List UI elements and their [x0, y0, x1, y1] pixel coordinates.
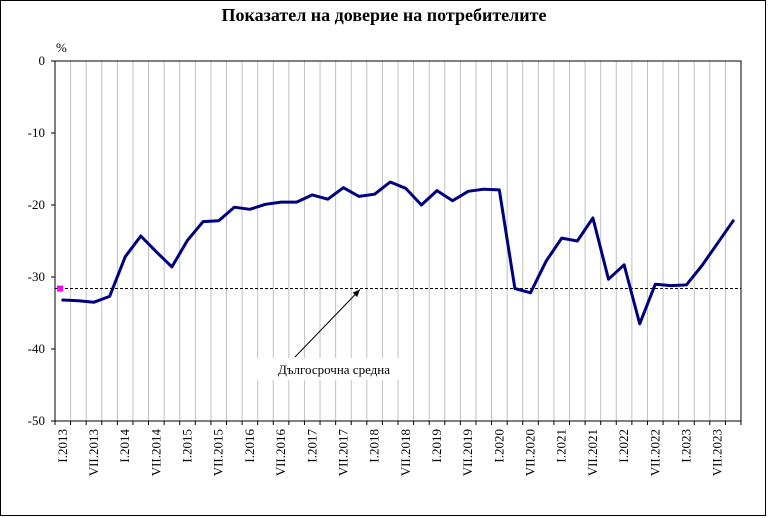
- long-term-average-marker: [57, 285, 63, 292]
- data-point: [638, 322, 641, 325]
- x-tick-label: VII.2022: [647, 429, 662, 476]
- data-point: [279, 200, 283, 204]
- data-point: [404, 187, 407, 190]
- x-tick-label: VII.2013: [86, 429, 101, 476]
- data-point: [342, 186, 345, 189]
- data-point: [513, 287, 517, 290]
- x-tick-label: I.2018: [367, 429, 382, 463]
- y-tick-label: -40: [28, 341, 45, 356]
- data-point: [607, 277, 610, 281]
- data-point: [311, 193, 314, 197]
- data-point: [186, 239, 189, 242]
- x-tick-label: I.2023: [678, 429, 693, 463]
- data-point: [108, 295, 111, 298]
- x-tick-label: I.2013: [55, 429, 70, 463]
- annotation-arrow: [294, 289, 361, 358]
- x-tick-label: VII.2018: [398, 429, 413, 476]
- x-tick-label: VII.2015: [211, 429, 226, 476]
- data-point: [357, 195, 361, 198]
- data-point: [654, 283, 657, 286]
- data-point: [716, 241, 719, 245]
- data-point: [92, 301, 96, 304]
- data-point: [201, 220, 205, 223]
- data-point: [498, 188, 501, 192]
- data-point: [123, 255, 127, 259]
- data-point: [61, 298, 64, 302]
- data-point: [622, 263, 626, 266]
- y-tick-label: -20: [28, 197, 45, 212]
- x-tick-label: I.2016: [242, 429, 257, 463]
- data-point: [544, 259, 548, 263]
- y-tick-label: -10: [28, 125, 45, 140]
- y-tick-label: -50: [28, 413, 45, 428]
- x-tick-label: VII.2014: [148, 429, 163, 477]
- x-tick-label: VII.2019: [460, 429, 475, 476]
- data-point: [700, 264, 704, 267]
- data-point: [139, 234, 142, 238]
- data-point: [560, 236, 563, 240]
- chart-title: Показател на доверие на потребителите: [221, 5, 547, 25]
- data-point: [420, 203, 423, 207]
- data-point: [389, 180, 392, 184]
- y-tick-label: -30: [28, 269, 45, 284]
- data-point: [217, 219, 220, 223]
- data-point: [295, 200, 298, 204]
- data-point: [466, 190, 470, 193]
- x-tick-label: I.2021: [554, 429, 569, 463]
- data-point: [264, 203, 267, 206]
- data-point: [591, 216, 595, 220]
- data-point: [170, 265, 174, 269]
- data-point: [155, 250, 158, 253]
- data-point: [732, 219, 735, 223]
- data-point: [529, 291, 532, 295]
- data-point: [576, 239, 579, 243]
- annotation-label: Дългосрочна средна: [278, 362, 390, 377]
- x-tick-label: VII.2017: [335, 429, 350, 477]
- x-tick-label: I.2020: [491, 429, 506, 463]
- data-point: [248, 208, 252, 211]
- annotation-arrowhead: [352, 289, 361, 297]
- x-tick-label: I.2019: [429, 429, 444, 463]
- y-unit-label: %: [56, 40, 67, 55]
- data-point: [685, 283, 688, 287]
- x-tick-label: I.2015: [180, 429, 195, 463]
- data-point: [482, 187, 485, 191]
- x-tick-label: VII.2023: [710, 429, 725, 476]
- x-tick-label: VII.2020: [523, 429, 538, 476]
- x-tick-label: I.2017: [304, 429, 319, 463]
- x-tick-label: VII.2021: [585, 429, 600, 476]
- data-point: [373, 193, 376, 196]
- x-tick-label: VII.2016: [273, 429, 288, 477]
- x-tick-label: I.2014: [117, 429, 132, 463]
- x-tick-label: I.2022: [616, 429, 631, 463]
- data-point: [233, 205, 236, 209]
- data-point: [435, 189, 439, 192]
- data-point: [451, 199, 454, 202]
- y-tick-label: 0: [39, 53, 46, 68]
- data-point: [77, 299, 80, 302]
- annotation-background: [256, 358, 412, 380]
- data-point: [326, 198, 330, 201]
- series-line: [61, 180, 735, 326]
- data-point: [669, 284, 673, 287]
